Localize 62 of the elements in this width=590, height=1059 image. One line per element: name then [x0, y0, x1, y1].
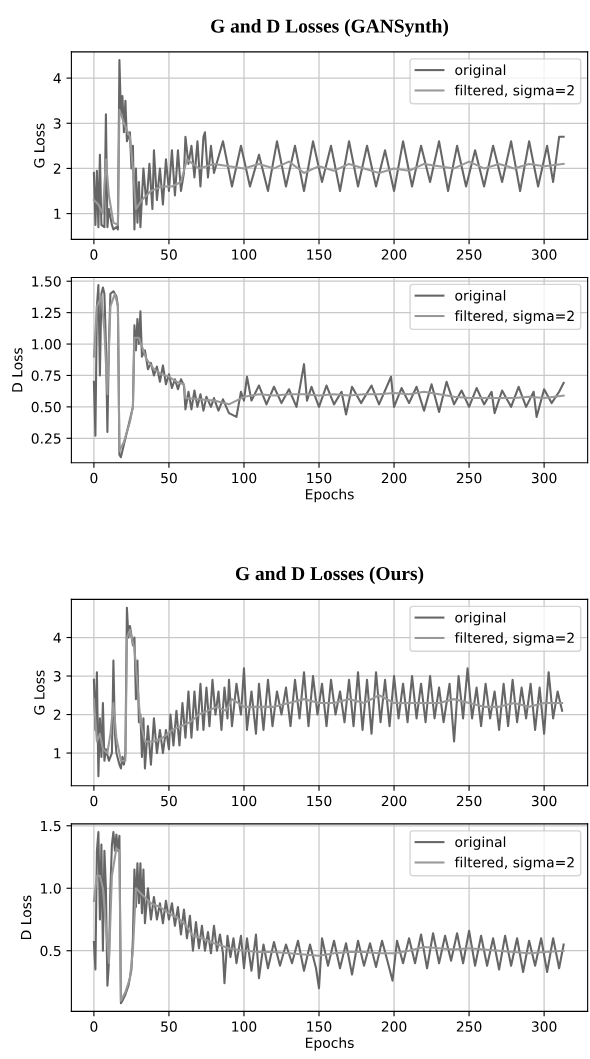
y-tick-label: 1.0 [41, 883, 61, 894]
y-tick-label: 4 [53, 73, 61, 84]
y-tick-label: 3 [53, 671, 61, 682]
x-tick-label: 150 [307, 472, 332, 484]
y-tick-label: 2 [53, 163, 61, 174]
x-tick-label: 100 [232, 472, 257, 484]
y-tick-label: 1.00 [32, 339, 61, 350]
legend-label: filtered, sigma=2 [454, 632, 574, 646]
x-tick-label: 200 [381, 249, 407, 260]
x-tick-label: 300 [531, 1021, 557, 1032]
x-axis-title: Epochs [306, 488, 354, 503]
y-tick-label: 1 [54, 208, 61, 219]
y-tick-label: 3 [53, 118, 61, 129]
y-tick-label: 1.5 [41, 820, 61, 832]
x-tick-label: 100 [232, 249, 257, 260]
y-tick-label: 4 [53, 632, 61, 643]
x-tick-label: 250 [456, 472, 482, 484]
x-tick-label: 50 [161, 249, 177, 260]
y-tick-label: 0.5 [40, 945, 61, 957]
y-tick-label: 1 [54, 748, 61, 759]
x-tick-label: 100 [232, 1021, 257, 1032]
y-axis-title: D Loss [12, 348, 23, 392]
line-series [92, 108, 565, 226]
x-tick-label: 50 [161, 1021, 177, 1032]
x-tick-label: 250 [456, 1021, 482, 1032]
y-axis-title: G Loss [34, 123, 45, 168]
legend-label: original [455, 289, 506, 304]
legend-label: filtered, sigma=2 [454, 84, 574, 99]
x-axis-title: Epochs [306, 1037, 354, 1051]
chart-title: G and D Losses (Ours) [235, 566, 424, 585]
x-tick-label: 0 [90, 795, 98, 807]
x-tick-label: 200 [381, 472, 407, 484]
x-tick-label: 200 [381, 795, 407, 807]
y-tick-label: 0.50 [31, 401, 61, 413]
x-tick-label: 0 [90, 1021, 98, 1032]
y-tick-label: 0.25 [31, 433, 61, 444]
y-axis-title: D Loss [21, 895, 32, 940]
x-tick-label: 150 [307, 1021, 332, 1032]
x-tick-label: 50 [161, 795, 177, 807]
x-tick-label: 0 [90, 249, 98, 260]
y-tick-label: 1.25 [32, 307, 61, 319]
x-tick-label: 0 [90, 472, 98, 484]
y-tick-label: 1.50 [32, 276, 61, 287]
y-axis-title: G Loss [34, 670, 45, 715]
x-tick-label: 250 [456, 249, 482, 260]
chart-title: G and D Losses (GANSynth) [211, 18, 449, 37]
y-tick-label: 2 [53, 709, 61, 720]
legend-label: original [455, 611, 506, 626]
x-tick-label: 150 [307, 249, 332, 260]
legend-label: filtered, sigma=2 [454, 856, 574, 871]
legend-label: original [455, 64, 506, 78]
x-tick-label: 150 [307, 795, 332, 807]
legend-label: original [455, 836, 506, 850]
x-tick-label: 250 [456, 795, 482, 807]
x-tick-label: 50 [161, 472, 177, 484]
x-tick-label: 300 [531, 795, 557, 807]
x-tick-label: 300 [531, 472, 557, 484]
legend-label: filtered, sigma=2 [454, 310, 574, 324]
x-tick-label: 300 [531, 249, 557, 260]
x-tick-label: 100 [232, 795, 257, 807]
y-tick-label: 0.75 [31, 370, 61, 381]
x-tick-label: 200 [381, 1021, 407, 1032]
